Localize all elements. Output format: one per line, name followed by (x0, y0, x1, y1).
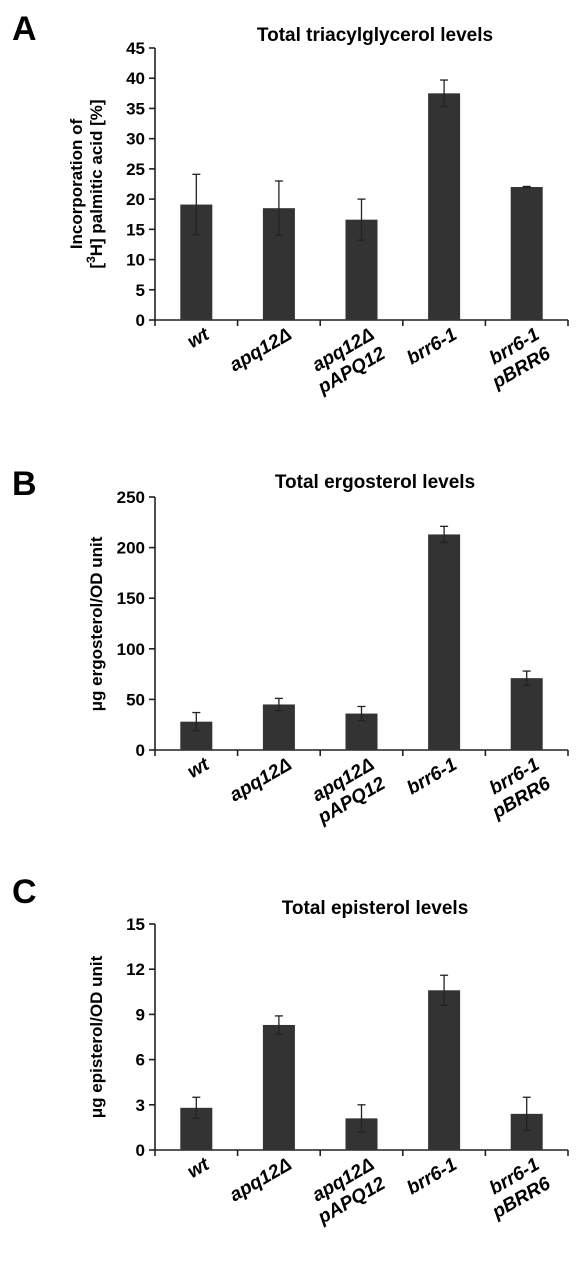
y-tick-label: 50 (126, 690, 145, 709)
y-tick-label: 5 (136, 281, 145, 300)
y-axis-label: μg episterol/OD unit (87, 955, 106, 1118)
x-category-label: apq12ΔpAPQ12 (303, 754, 390, 829)
x-category-label: apq12ΔpAPQ12 (303, 1154, 390, 1229)
y-tick-label: 200 (117, 539, 145, 558)
chart-panel-b: B Total ergosterol levels 0 50 100 150 200 250 μ… (12, 465, 569, 829)
y-tick-label: 3 (136, 1096, 145, 1115)
y-tick-label: 15 (126, 220, 145, 239)
bar-5 (510, 678, 543, 750)
panel-letter: B (12, 465, 37, 503)
y-tick-label: 0 (136, 741, 145, 760)
bar-4 (428, 990, 461, 1150)
x-category-label: apq12Δ (226, 754, 295, 806)
bar-4 (428, 534, 461, 750)
panel-letter: C (12, 873, 37, 911)
x-category-label: brr6-1pBRR6 (477, 1154, 555, 1224)
x-category-label: brr6-1 (403, 754, 460, 799)
bar-5 (510, 187, 543, 320)
x-category-label: wt (184, 324, 213, 353)
y-tick-label: 10 (126, 251, 145, 270)
y-tick-label: 35 (126, 99, 145, 118)
chart-title: Total episterol levels (282, 898, 469, 919)
y-tick-label: 150 (117, 589, 145, 608)
y-tick-label: 12 (126, 960, 145, 979)
y-axis-label: Incorporation of (67, 119, 86, 250)
chart-title: Total ergosterol levels (275, 472, 475, 493)
y-tick-label: 6 (136, 1051, 145, 1070)
chart-title: Total triacylglycerol levels (257, 25, 493, 46)
x-category-label: apq12Δ (226, 1154, 295, 1206)
chart-panel-a: A Total triacylglycerol levels 0 5 10 15 20 25 3… (12, 10, 569, 399)
x-category-label: apq12ΔpAPQ12 (303, 324, 390, 399)
x-category-label: brr6-1pBRR6 (477, 324, 555, 394)
bar-2 (262, 704, 295, 750)
y-tick-label: 0 (136, 311, 145, 330)
y-tick-label: 20 (126, 190, 145, 209)
y-tick-label: 45 (126, 39, 145, 58)
y-tick-label: 250 (117, 488, 145, 507)
y-tick-label: 30 (126, 130, 145, 149)
chart-panel-c: C Total episterol levels 0 3 6 9 12 15 μg episte… (12, 873, 569, 1229)
y-tick-label: 25 (126, 160, 145, 179)
x-category-label: brr6-1 (403, 1154, 460, 1199)
y-tick-label: 15 (126, 915, 145, 934)
x-category-label: apq12Δ (226, 324, 295, 376)
bar-2 (262, 1024, 295, 1150)
y-tick-label: 0 (136, 1141, 145, 1160)
x-category-label: wt (184, 1154, 213, 1183)
y-tick-label: 100 (117, 640, 145, 659)
y-axis-label: [3H] palmitic acid [%] (84, 99, 106, 268)
x-category-label: wt (184, 754, 213, 783)
y-tick-label: 40 (126, 69, 145, 88)
x-category-label: brr6-1pBRR6 (477, 754, 555, 824)
bar-4 (428, 93, 461, 320)
x-category-label: brr6-1 (403, 324, 460, 369)
y-tick-label: 9 (136, 1005, 145, 1024)
y-axis-label: μg ergosterol/OD unit (87, 536, 106, 711)
panel-letter: A (12, 10, 37, 48)
